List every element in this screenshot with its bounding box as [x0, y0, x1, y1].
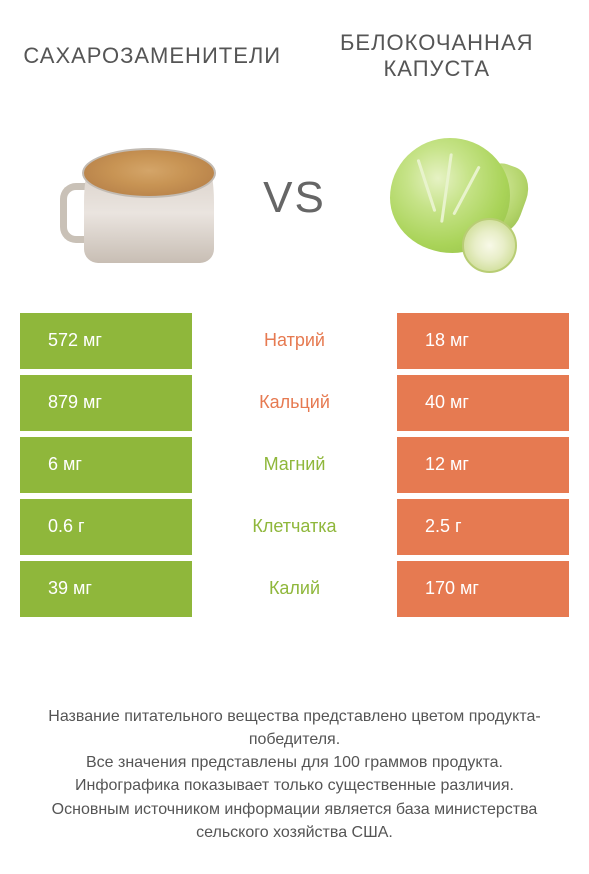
left-product-image [54, 108, 234, 288]
right-product-title: Белокочанная капуста [295, 30, 580, 83]
titles-row: Сахарозаменители Белокочанная капуста [10, 30, 579, 83]
table-row: 572 мгНатрий18 мг [20, 313, 569, 369]
nutrient-label: Кальций [192, 375, 397, 431]
nutrient-label: Магний [192, 437, 397, 493]
right-value: 18 мг [397, 313, 569, 369]
right-product-image [355, 108, 535, 288]
left-value: 572 мг [20, 313, 192, 369]
table-row: 39 мгКалий170 мг [20, 561, 569, 617]
left-value: 0.6 г [20, 499, 192, 555]
left-value: 879 мг [20, 375, 192, 431]
table-row: 0.6 гКлетчатка2.5 г [20, 499, 569, 555]
right-value: 170 мг [397, 561, 569, 617]
nutrient-table: 572 мгНатрий18 мг 879 мгКальций40 мг 6 мгМ… [10, 313, 579, 623]
table-row: 6 мгМагний12 мг [20, 437, 569, 493]
left-value: 6 мг [20, 437, 192, 493]
left-value: 39 мг [20, 561, 192, 617]
nutrient-label: Калий [192, 561, 397, 617]
right-value: 12 мг [397, 437, 569, 493]
left-product-title: Сахарозаменители [10, 43, 295, 69]
nutrient-label: Клетчатка [192, 499, 397, 555]
nutrient-label: Натрий [192, 313, 397, 369]
right-value: 40 мг [397, 375, 569, 431]
cabbage-icon [365, 123, 525, 273]
sugar-cup-icon [64, 118, 224, 278]
vs-label: VS [263, 173, 326, 223]
table-row: 879 мгКальций40 мг [20, 375, 569, 431]
footer-notes: Название питательного вещества представл… [10, 685, 579, 854]
right-value: 2.5 г [397, 499, 569, 555]
images-row: VS [10, 98, 579, 313]
